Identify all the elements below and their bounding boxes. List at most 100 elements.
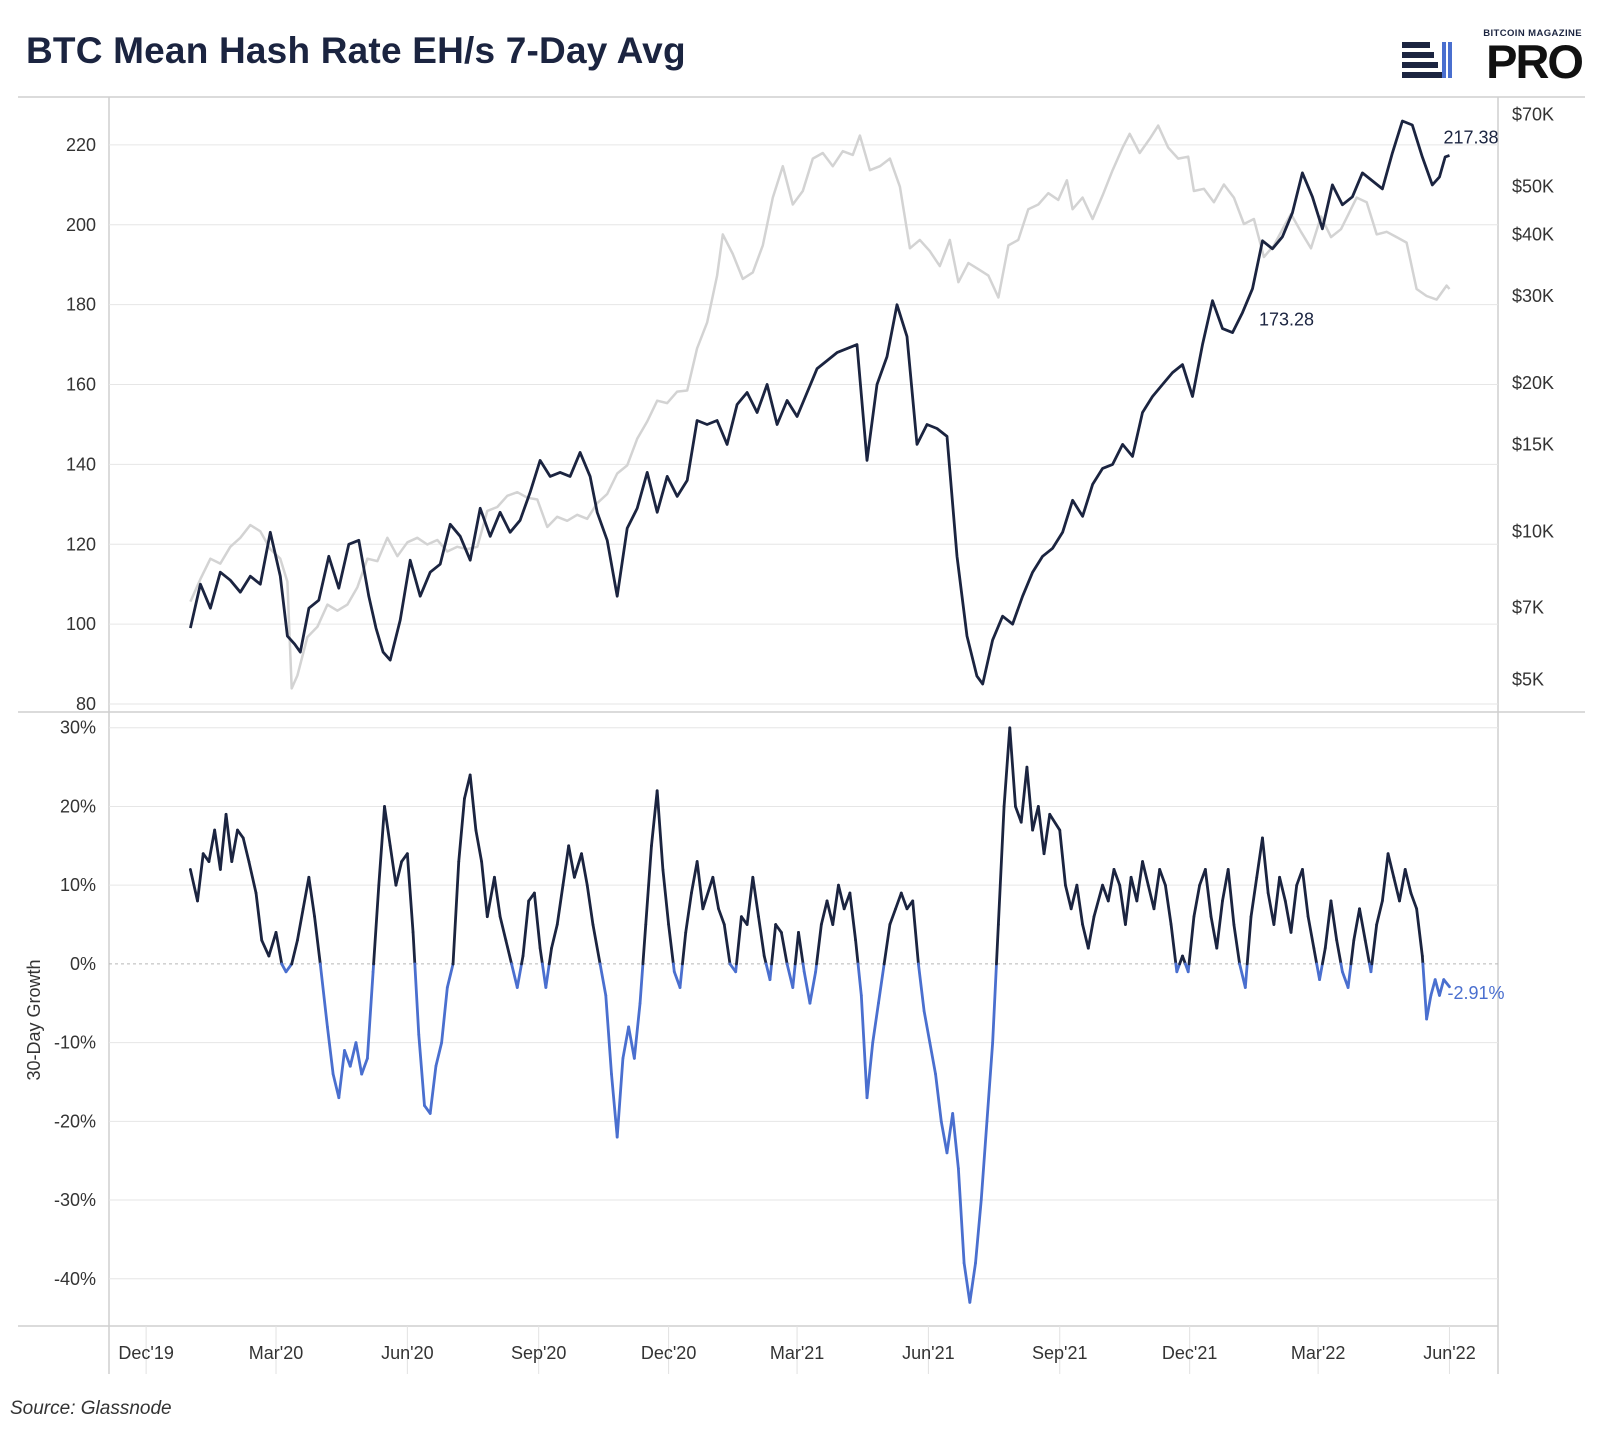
growth-segment bbox=[951, 1112, 960, 1170]
growth-segment bbox=[1321, 946, 1327, 966]
growth-segment bbox=[690, 860, 699, 895]
growth-segment bbox=[991, 962, 998, 1045]
growth-segment bbox=[684, 891, 693, 934]
growth-segment bbox=[1086, 915, 1096, 950]
growth-segment bbox=[791, 962, 797, 989]
growth-segment bbox=[493, 875, 502, 919]
growth-segment bbox=[899, 891, 909, 911]
growth-segment bbox=[1101, 883, 1110, 903]
bottom-gridlines bbox=[109, 727, 1498, 1280]
growth-segment bbox=[856, 962, 863, 997]
growth-segment bbox=[457, 797, 466, 863]
y-tick-label: 160 bbox=[66, 375, 96, 395]
growth-segment bbox=[1358, 907, 1367, 942]
y2-tick-label: $30K bbox=[1512, 286, 1554, 306]
growth-segment bbox=[962, 1261, 972, 1304]
growth-segment bbox=[865, 1041, 875, 1100]
growth-segment bbox=[1118, 883, 1127, 926]
growth-segment bbox=[1289, 883, 1299, 934]
growth-segment bbox=[434, 1041, 444, 1068]
growth-segment bbox=[504, 938, 513, 966]
growth-segment bbox=[428, 1064, 438, 1115]
growth-segment bbox=[224, 812, 234, 863]
growth-segment bbox=[979, 1119, 989, 1202]
growth-segment bbox=[911, 899, 920, 966]
growth-segment bbox=[722, 923, 732, 966]
growth-segment bbox=[1112, 868, 1122, 887]
growth-segment bbox=[768, 962, 773, 982]
logo-top-text: BITCOIN MAGAZINE bbox=[1483, 28, 1582, 39]
growth-segment bbox=[337, 1049, 346, 1100]
growth-segment bbox=[1146, 883, 1156, 911]
growth-series bbox=[188, 726, 1451, 1304]
growth-segment bbox=[808, 970, 818, 1005]
y2-tick-label: $40K bbox=[1512, 224, 1554, 244]
growth-segment bbox=[1403, 868, 1413, 895]
growth-segment bbox=[1323, 899, 1333, 950]
growth-segment bbox=[1064, 883, 1073, 911]
growth-segment bbox=[1409, 891, 1419, 911]
growth-segment bbox=[1192, 883, 1202, 919]
growth-segment bbox=[1187, 915, 1196, 966]
y-tick-label: 180 bbox=[66, 295, 96, 315]
growth-segment bbox=[1349, 938, 1356, 966]
growth-segment bbox=[802, 970, 812, 1005]
growth-segment bbox=[1318, 962, 1324, 982]
growth-segment bbox=[661, 868, 670, 926]
growth-segment bbox=[296, 907, 305, 942]
growth-segment bbox=[1335, 938, 1343, 966]
growth-segment bbox=[621, 1025, 631, 1060]
price-series bbox=[189, 124, 1451, 690]
growth-segment bbox=[1048, 812, 1062, 832]
x-tick-label: Mar'22 bbox=[1291, 1343, 1345, 1363]
growth-segment bbox=[1255, 836, 1264, 879]
growth-segment bbox=[1301, 868, 1310, 919]
growth-segment bbox=[417, 1033, 426, 1107]
growth-segment bbox=[440, 986, 449, 1045]
growth-segment bbox=[1203, 868, 1213, 919]
growth-segment bbox=[681, 931, 688, 966]
growth-segment bbox=[318, 962, 329, 1029]
y-tick-label: 100 bbox=[66, 614, 96, 634]
growth-segment bbox=[711, 875, 720, 911]
growth-segment bbox=[1245, 915, 1253, 966]
y2-tick-label: $10K bbox=[1512, 521, 1554, 541]
growth-tick-label: 20% bbox=[60, 796, 96, 816]
growth-segment bbox=[859, 993, 869, 1100]
growth-segment bbox=[254, 891, 264, 942]
growth-segment bbox=[837, 883, 846, 911]
growth-segment bbox=[405, 852, 415, 934]
growth-segment bbox=[241, 836, 251, 863]
growth-segment bbox=[956, 1167, 966, 1265]
growth-tick-label: 30% bbox=[60, 718, 96, 738]
logo-word: PRO bbox=[1486, 35, 1584, 88]
growth-segment bbox=[939, 1119, 949, 1155]
growth-segment bbox=[1266, 891, 1276, 926]
growth-segment bbox=[1031, 805, 1040, 832]
growth-segment bbox=[701, 875, 715, 911]
growth-segment bbox=[510, 962, 519, 989]
x-tick-label: Mar'20 bbox=[249, 1343, 303, 1363]
growth-segment bbox=[1370, 923, 1379, 966]
x-tick-label: Dec'20 bbox=[641, 1343, 696, 1363]
growth-segment bbox=[1346, 962, 1353, 989]
growth-segment bbox=[485, 875, 496, 919]
growth-segment bbox=[1002, 726, 1012, 808]
growth-segment bbox=[1106, 868, 1116, 903]
growth-segment bbox=[995, 923, 1000, 966]
y2-tick-label: $5K bbox=[1512, 670, 1544, 690]
growth-segment bbox=[1261, 836, 1270, 895]
growth-segment bbox=[598, 962, 608, 997]
growth-segment bbox=[348, 1041, 358, 1068]
x-tick-label: Mar'21 bbox=[770, 1343, 824, 1363]
growth-segment bbox=[580, 852, 589, 887]
growth-segment bbox=[274, 931, 284, 966]
growth-segment bbox=[307, 875, 316, 919]
growth-segment bbox=[968, 1261, 977, 1304]
growth-tick-label: -20% bbox=[54, 1111, 96, 1131]
growth-segment bbox=[515, 962, 523, 989]
growth-segment bbox=[928, 1041, 937, 1076]
growth-segment bbox=[188, 868, 199, 903]
growth-segment bbox=[770, 923, 778, 966]
